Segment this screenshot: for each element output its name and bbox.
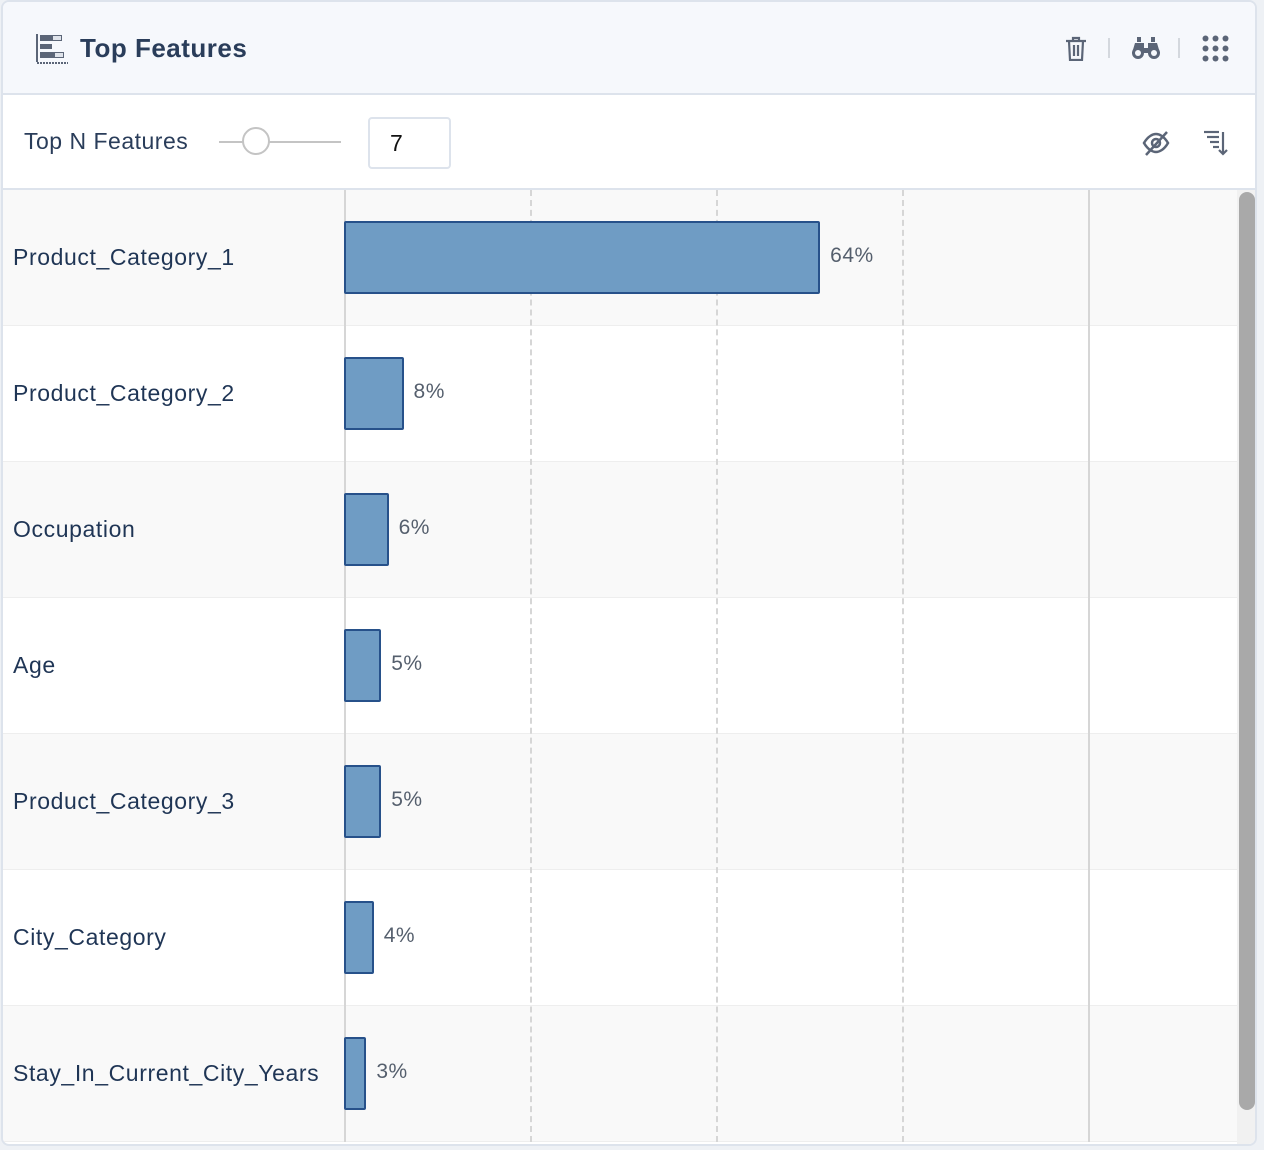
- bar[interactable]: [344, 221, 821, 294]
- chart-row: Product_Category_3: [3, 734, 1237, 870]
- trash-icon[interactable]: [1065, 36, 1087, 61]
- chart-row: Age: [3, 598, 1237, 734]
- bar[interactable]: [344, 901, 374, 974]
- header-separator: [1178, 38, 1180, 58]
- value-label: 6%: [398, 516, 430, 539]
- grid-menu-icon[interactable]: [1202, 35, 1229, 62]
- gridline: [1088, 190, 1090, 1142]
- bar[interactable]: [344, 357, 404, 430]
- category-label: Stay_In_Current_City_Years: [13, 1060, 320, 1086]
- value-label: 3%: [376, 1060, 408, 1083]
- toolbar: Top N Features 7: [3, 95, 1255, 190]
- chart-row: City_Category: [3, 870, 1237, 1006]
- top-n-input[interactable]: 7: [368, 117, 451, 169]
- top-n-slider[interactable]: [219, 127, 341, 155]
- bar[interactable]: [344, 493, 389, 566]
- panel-header: Top Features: [3, 2, 1255, 95]
- value-label: 5%: [391, 788, 423, 811]
- header-separator: [1108, 38, 1110, 58]
- category-label: Age: [13, 652, 56, 678]
- category-label: Occupation: [13, 516, 136, 542]
- bar[interactable]: [344, 1037, 367, 1110]
- panel-title: Top Features: [80, 33, 248, 63]
- chart-row: Occupation: [3, 462, 1237, 598]
- category-label: Product_Category_2: [13, 380, 235, 406]
- gridline: [716, 190, 718, 1142]
- chart-row: Product_Category_2: [3, 326, 1237, 462]
- top-n-label: Top N Features: [24, 128, 189, 154]
- gridline: [902, 190, 904, 1142]
- bar[interactable]: [344, 629, 382, 702]
- vertical-scrollbar[interactable]: [1237, 190, 1255, 1144]
- value-label: 4%: [383, 924, 416, 947]
- slider-thumb[interactable]: [241, 127, 270, 155]
- value-label: 8%: [413, 380, 445, 403]
- sort-descending-icon[interactable]: [1203, 130, 1229, 156]
- scrollbar-thumb[interactable]: [1239, 192, 1255, 1110]
- feature-chart-icon: [36, 34, 68, 64]
- feature-importance-chart: Product_Category_1 Product_Category_2 Occu…: [3, 190, 1237, 1142]
- value-label: 5%: [391, 652, 423, 675]
- value-label: 64%: [830, 244, 874, 267]
- gridline: [530, 190, 532, 1142]
- eye-slash-icon[interactable]: [1142, 130, 1170, 156]
- binoculars-icon[interactable]: [1132, 36, 1160, 60]
- bar[interactable]: [344, 765, 382, 838]
- chart-row: Stay_In_Current_City_Years: [3, 1006, 1237, 1142]
- category-label: City_Category: [13, 924, 167, 950]
- category-label: Product_Category_3: [13, 788, 235, 814]
- category-label: Product_Category_1: [13, 244, 235, 270]
